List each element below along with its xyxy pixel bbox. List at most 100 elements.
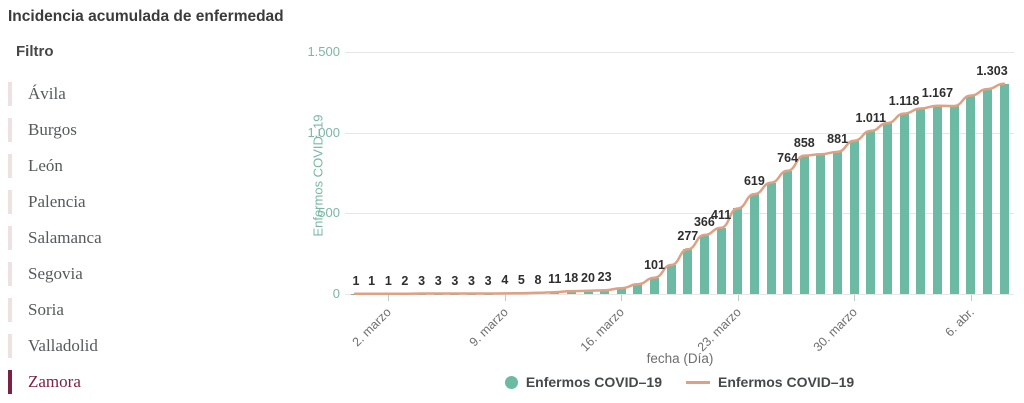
filter-item-marker — [8, 334, 12, 358]
gridline — [345, 294, 1014, 295]
data-label: 3 — [451, 273, 459, 288]
bar-point-20[interactable] — [683, 249, 693, 294]
bar-point-34[interactable] — [916, 108, 926, 294]
data-label: 3 — [468, 273, 475, 288]
filter-heading: Filtro — [16, 43, 54, 60]
bar-point-23[interactable] — [733, 208, 743, 294]
data-label: 366 — [693, 215, 715, 229]
legend-item-bars[interactable]: Enfermos COVID–19 — [504, 374, 662, 390]
filter-item-label: Valladolid — [28, 336, 98, 355]
filter-item-label: Burgos — [28, 120, 77, 139]
data-label: 1 — [384, 273, 392, 288]
x-tick-mark — [621, 295, 623, 301]
bar-point-15[interactable] — [600, 290, 610, 294]
data-label: 881 — [827, 131, 849, 146]
filter-item-marker — [8, 154, 12, 178]
filter-item-label: Soria — [28, 300, 64, 319]
bar-point-30[interactable] — [849, 140, 859, 294]
filter-item-soria[interactable]: Soria — [8, 292, 268, 328]
bar-point-24[interactable] — [749, 194, 759, 294]
bar-point-39[interactable] — [999, 83, 1009, 294]
filter-item-marker — [8, 298, 12, 322]
data-label: 1 — [352, 273, 360, 288]
filter-item-palencia[interactable]: Palencia — [8, 184, 268, 220]
x-axis-title: fecha (Día) — [646, 351, 714, 366]
y-tick-label: 1.000 — [307, 124, 340, 140]
data-label: 20 — [581, 270, 595, 285]
filter-item-label: León — [28, 156, 63, 175]
legend-line-label: Enfermos COVID–19 — [718, 374, 855, 390]
filter-item-label: Salamanca — [28, 228, 102, 247]
bar-point-18[interactable] — [650, 277, 659, 294]
legend-item-line[interactable]: Enfermos COVID–19 — [686, 374, 854, 390]
x-tick-mark — [970, 295, 972, 301]
filter-item-marker — [8, 118, 12, 142]
bar-point-9[interactable] — [500, 293, 510, 294]
bar-point-11[interactable] — [533, 292, 543, 294]
bar-point-12[interactable] — [550, 292, 560, 294]
bar-point-38[interactable] — [982, 89, 992, 294]
filter-item-marker — [8, 226, 12, 250]
data-label: 8 — [534, 272, 542, 287]
filter-item-avila[interactable]: Ávila — [8, 76, 268, 112]
data-label: 2 — [401, 273, 409, 288]
filter-item-label: Ávila — [28, 84, 66, 103]
data-label: 3 — [418, 273, 426, 288]
filter-item-marker — [8, 370, 12, 394]
data-label: 18 — [564, 271, 579, 286]
x-tick-mark — [388, 295, 390, 301]
bar-point-28[interactable] — [816, 154, 826, 294]
data-label: 5 — [517, 273, 525, 288]
bar-point-31[interactable] — [866, 130, 876, 294]
y-tick-label: 0 — [332, 286, 340, 301]
bar-point-10[interactable] — [516, 293, 526, 294]
gridline — [345, 213, 1014, 215]
bar-point-35[interactable] — [932, 105, 942, 294]
data-label: 277 — [677, 229, 699, 244]
filter-item-burgos[interactable]: Burgos — [8, 112, 268, 148]
bar-point-27[interactable] — [799, 155, 809, 294]
filter-item-salamanca[interactable]: Salamanca — [8, 220, 268, 256]
data-label: 858 — [793, 135, 815, 150]
data-label: 1.167 — [921, 85, 954, 100]
bar-point-32[interactable] — [883, 122, 892, 294]
filter-item-leon[interactable]: León — [8, 148, 268, 184]
data-label: 1.303 — [976, 63, 1008, 78]
filter-item-label: Zamora — [28, 372, 81, 391]
bar-point-22[interactable] — [716, 227, 726, 294]
data-label: 1 — [368, 273, 376, 288]
gridline — [345, 132, 1014, 134]
bar-point-13[interactable] — [566, 291, 576, 294]
y-axis-title: Enfermos COVID–19 — [310, 114, 326, 237]
y-tick-label: 500 — [318, 205, 340, 221]
data-label: 101 — [644, 257, 665, 272]
bar-point-37[interactable] — [966, 95, 976, 294]
bar-point-14[interactable] — [583, 290, 593, 294]
data-label: 1.011 — [855, 110, 887, 125]
filter-item-marker — [8, 82, 12, 106]
gridline — [345, 52, 1014, 53]
data-label: 3 — [484, 273, 492, 288]
x-tick-mark — [737, 295, 739, 301]
bar-point-16[interactable] — [616, 288, 626, 294]
bar-point-36[interactable] — [949, 106, 959, 294]
bar-point-19[interactable] — [666, 264, 676, 294]
filter-item-zamora[interactable]: Zamora — [8, 364, 268, 400]
x-tick-mark — [504, 295, 506, 301]
filter-list: Ávila Burgos León Palencia Salamanca Segovia S… — [8, 76, 268, 400]
bar-point-29[interactable] — [833, 151, 843, 294]
filter-item-marker — [8, 262, 12, 286]
bar-point-33[interactable] — [899, 113, 909, 294]
bar-point-26[interactable] — [783, 170, 793, 294]
filter-item-valladolid[interactable]: Valladolid — [8, 328, 268, 364]
bar-point-21[interactable] — [699, 234, 709, 294]
legend-bar-swatch-icon — [504, 375, 518, 389]
data-label: 4 — [501, 273, 509, 288]
bar-point-17[interactable] — [633, 284, 643, 294]
legend-bar-label: Enfermos COVID–19 — [525, 374, 662, 390]
filter-item-segovia[interactable]: Segovia — [8, 256, 268, 292]
x-tick-mark — [854, 295, 856, 301]
bar-point-25[interactable] — [766, 182, 776, 294]
data-label: 764 — [777, 150, 799, 165]
